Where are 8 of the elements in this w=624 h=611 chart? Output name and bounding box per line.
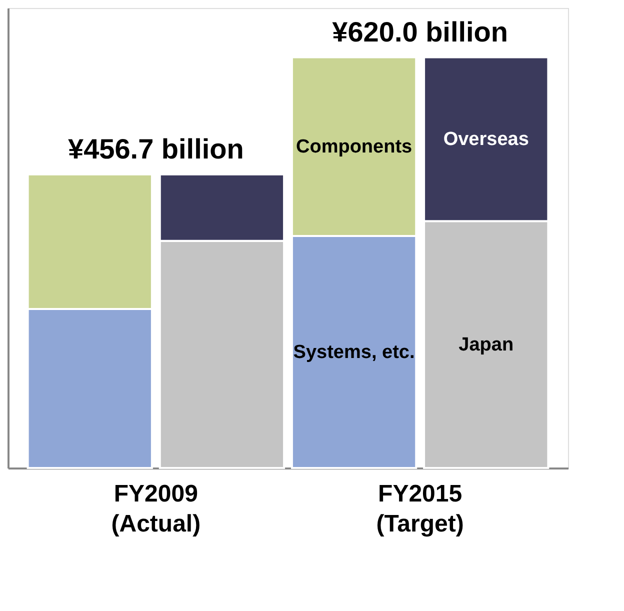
annotation: ¥456.7 billion [68, 133, 244, 164]
series-label: Overseas [443, 129, 529, 150]
series-label: Systems, etc. [293, 342, 415, 363]
series-label: Components [296, 136, 412, 158]
x-tick-label: FY2009 (Actual) [111, 480, 201, 538]
annotation: ¥620.0 billion [332, 16, 508, 48]
x-tick-label: FY2015 (Target) [376, 480, 464, 538]
series-label: Japan [458, 334, 514, 356]
